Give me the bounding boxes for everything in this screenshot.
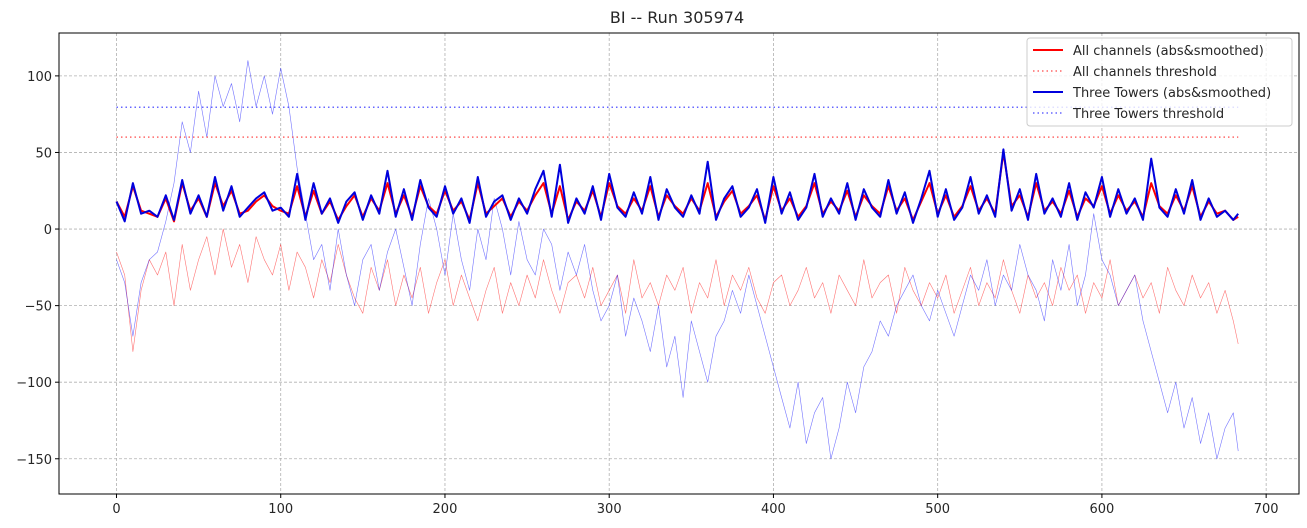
legend-label: All channels threshold	[1073, 65, 1217, 80]
y-tick-label: −100	[16, 376, 52, 391]
y-tick-label: 50	[35, 146, 52, 161]
legend: All channels (abs&smoothed) All channels …	[1026, 37, 1293, 127]
grid	[59, 33, 1299, 494]
y-tick-label: 0	[44, 223, 52, 238]
raw-series-line	[116, 228, 1239, 352]
series-lines	[115, 148, 1239, 224]
chart-title: BI -- Run 305974	[610, 8, 744, 27]
x-tick-label: 300	[597, 502, 622, 517]
x-tick-label: 500	[925, 502, 950, 517]
series-line	[115, 148, 1239, 224]
x-tick-label: 700	[1254, 502, 1279, 517]
x-tick-label: 600	[1089, 502, 1114, 517]
x-tick-label: 200	[433, 502, 458, 517]
y-tick-label: 100	[27, 70, 52, 85]
y-axis: −150 −100 −50 0 50 100	[16, 70, 59, 468]
x-tick-label: 400	[761, 502, 786, 517]
legend-label: All channels (abs&smoothed)	[1073, 44, 1264, 59]
plot-frame	[58, 32, 1300, 495]
legend-label: Three Towers threshold	[1072, 107, 1224, 122]
x-tick-label: 0	[112, 502, 120, 517]
x-axis: 0 100 200 300 400 500 600 700	[112, 494, 1279, 517]
legend-box	[1026, 37, 1293, 127]
legend-label: Three Towers (abs&smoothed)	[1072, 86, 1271, 101]
x-tick-label: 100	[268, 502, 293, 517]
raw-series	[116, 60, 1239, 460]
y-tick-label: −150	[16, 453, 52, 468]
raw-series-line	[116, 60, 1239, 460]
y-tick-label: −50	[25, 300, 52, 315]
